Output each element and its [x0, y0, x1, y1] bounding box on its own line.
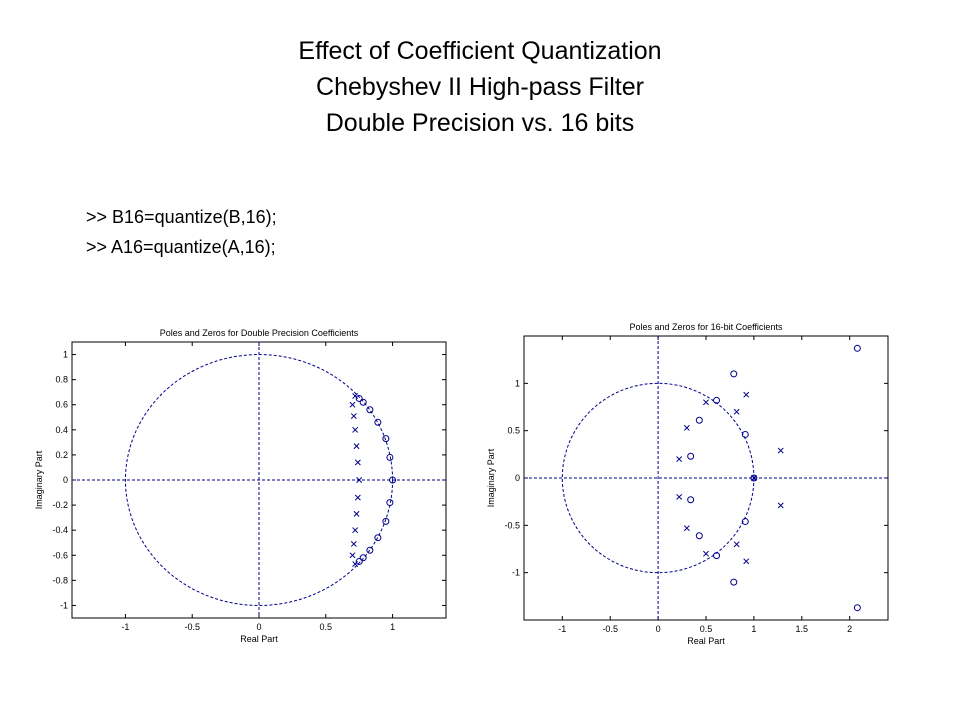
- x-tick-label: 1.5: [796, 624, 809, 634]
- zero-marker: [695, 532, 703, 540]
- x-tick-label: -0.5: [184, 622, 200, 632]
- x-tick-label: -1: [558, 624, 566, 634]
- y-tick-label: 0.2: [55, 450, 68, 460]
- pole-marker: [354, 494, 361, 501]
- y-tick-label: 0: [63, 475, 68, 485]
- pole-marker: [777, 447, 784, 454]
- pole-marker: [683, 525, 690, 532]
- zero-marker: [695, 416, 703, 424]
- pole-marker: [743, 391, 750, 398]
- command-line-b16: >> B16=quantize(B,16);: [86, 207, 277, 227]
- zero-marker: [713, 552, 721, 560]
- zero-marker: [713, 396, 721, 404]
- command-line-a16: >> A16=quantize(A,16);: [86, 237, 276, 257]
- zero-marker: [389, 476, 397, 484]
- y-tick-label: -0.6: [52, 550, 68, 560]
- zero-marker: [741, 518, 749, 526]
- pole-marker: [683, 424, 690, 431]
- pole-marker: [733, 408, 740, 415]
- y-tick-label: 0.8: [55, 375, 68, 385]
- pole-marker: [703, 550, 709, 557]
- plot-title: Poles and Zeros for 16-bit Coefficients: [630, 322, 783, 332]
- y-axis-label: Imaginary Part: [486, 448, 496, 507]
- zero-marker: [687, 452, 695, 460]
- zero-marker: [386, 499, 394, 507]
- zero-marker: [359, 554, 367, 562]
- pole-marker: [750, 475, 757, 481]
- zero-marker: [853, 344, 861, 352]
- x-axis-label: Real Part: [687, 636, 725, 646]
- y-tick-label: 0.4: [55, 425, 68, 435]
- zero-marker: [853, 604, 861, 612]
- pole-marker: [703, 399, 709, 406]
- pole-marker: [350, 413, 357, 419]
- y-tick-label: 1: [515, 378, 520, 388]
- zero-marker: [750, 474, 758, 482]
- y-tick-label: -1: [60, 600, 68, 610]
- y-axis-label: Imaginary Part: [34, 450, 44, 509]
- pole-marker: [352, 392, 359, 399]
- pole-marker: [733, 541, 740, 548]
- pole-marker: [676, 493, 683, 500]
- pole-marker: [354, 459, 361, 466]
- x-tick-label: 2: [847, 624, 852, 634]
- pole-marker: [352, 426, 359, 433]
- slide-title-line-2: Chebyshev II High-pass Filter: [316, 73, 644, 101]
- pole-marker: [352, 527, 359, 534]
- zero-marker: [374, 534, 382, 542]
- x-tick-label: 0.5: [700, 624, 713, 634]
- x-axis-label: Real Part: [240, 634, 278, 644]
- zero-marker: [366, 546, 374, 554]
- x-tick-label: 0: [256, 622, 261, 632]
- x-tick-label: 1: [390, 622, 395, 632]
- x-tick-label: 0: [656, 624, 661, 634]
- unit-circle: [124, 354, 394, 606]
- y-tick-label: -0.4: [52, 525, 68, 535]
- zero-marker: [355, 394, 363, 402]
- pole-marker: [353, 443, 360, 450]
- zero-marker: [741, 430, 749, 438]
- zero-marker: [366, 406, 374, 414]
- plot-title: Poles and Zeros for Double Precision Coe…: [160, 328, 359, 338]
- y-tick-label: -0.8: [52, 575, 68, 585]
- y-tick-label: 0: [515, 473, 520, 483]
- x-tick-label: -0.5: [602, 624, 618, 634]
- x-tick-label: 0.5: [320, 622, 333, 632]
- y-tick-label: -0.5: [504, 520, 520, 530]
- zero-marker: [382, 435, 390, 443]
- x-tick-label: -1: [121, 622, 129, 632]
- pole-marker: [676, 456, 683, 463]
- pole-marker: [349, 552, 356, 559]
- pole-marker: [349, 401, 356, 408]
- y-tick-label: 1: [63, 350, 68, 360]
- zero-marker: [355, 558, 363, 566]
- zero-marker: [386, 453, 394, 461]
- zero-marker: [730, 578, 738, 586]
- zero-marker: [730, 370, 738, 378]
- y-tick-label: 0.5: [507, 426, 520, 436]
- y-tick-label: 0.6: [55, 400, 68, 410]
- pole-marker: [353, 510, 360, 517]
- y-tick-label: -0.2: [52, 500, 68, 510]
- pole-marker: [356, 477, 363, 483]
- zero-marker: [359, 398, 367, 406]
- zero-marker: [374, 418, 382, 426]
- x-tick-label: 1: [751, 624, 756, 634]
- pole-marker: [352, 561, 359, 568]
- pole-marker: [777, 502, 784, 509]
- pole-marker: [743, 558, 750, 565]
- pole-marker: [350, 541, 357, 547]
- y-tick-label: -1: [512, 568, 520, 578]
- zero-marker: [382, 517, 390, 525]
- slide-title-line-3: Double Precision vs. 16 bits: [325, 109, 635, 137]
- slide-title-line-1: Effect of Coefficient Quantization: [298, 37, 662, 65]
- zero-marker: [687, 496, 695, 504]
